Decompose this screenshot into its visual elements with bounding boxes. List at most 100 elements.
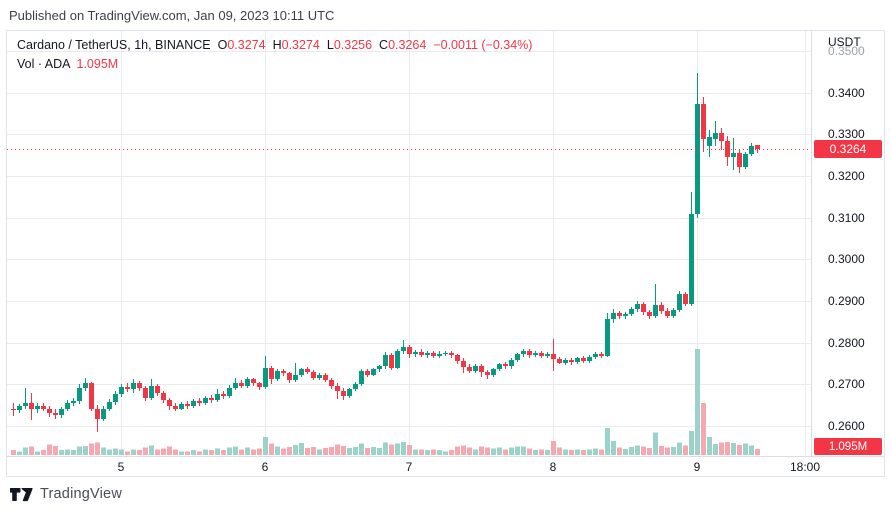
volume-bar [143, 447, 148, 455]
candle-body [293, 375, 298, 380]
chart-legend: Cardano / TetherUS, 1h, BINANCE O0.3274 H0… [17, 36, 532, 74]
candle-body [707, 137, 712, 146]
candle-body [335, 386, 340, 391]
volume-bar [257, 448, 262, 455]
candle-body [305, 369, 310, 372]
volume-bar [389, 444, 394, 455]
candle-body [587, 357, 592, 361]
candle-body [353, 384, 358, 389]
candle-body [245, 379, 250, 386]
candle-body [281, 371, 286, 373]
candle-body [443, 353, 448, 354]
candle-body [341, 391, 346, 396]
volume-bar [557, 447, 562, 455]
candle-body [467, 367, 472, 371]
candle-body [737, 153, 742, 167]
volume-bar [245, 447, 250, 455]
candle-body [17, 406, 22, 410]
candle-body [389, 355, 394, 368]
volume-bar [305, 448, 310, 455]
attribution[interactable]: TradingView [10, 486, 122, 502]
candle-wick [25, 388, 26, 409]
candle-body [23, 403, 28, 406]
candle-body [185, 404, 190, 406]
volume-bar [107, 449, 112, 455]
price-axis[interactable]: USDT 0.3500 0.3400 0.3300 0.3200 0.3100 0.300… [812, 31, 884, 476]
volume-bar [689, 431, 694, 455]
volume-bar [707, 436, 712, 455]
volume-bar [461, 445, 466, 455]
candle-body [413, 352, 418, 354]
chart-pane[interactable] [7, 31, 884, 476]
candle-body [509, 360, 514, 366]
candle-body [89, 383, 94, 409]
candle-body [59, 409, 64, 415]
price-axis-unit: USDT [828, 35, 861, 49]
volume-bar [335, 444, 340, 455]
candle-body [209, 398, 214, 400]
volume-bar [437, 450, 442, 455]
candle-body [311, 372, 316, 378]
volume-bar [413, 449, 418, 455]
volume-bar [251, 449, 256, 455]
volume-bar [347, 448, 352, 455]
volume-value: 1.095M [76, 57, 119, 71]
candle-body [593, 354, 598, 357]
volume-bar [563, 449, 568, 455]
time-axis-label: 6 [261, 460, 269, 474]
candle-body [317, 375, 322, 378]
candle-body [683, 294, 688, 304]
candle-body [161, 393, 166, 400]
candle-body [173, 406, 178, 409]
last-price-badge: 0.3264 [814, 140, 882, 159]
chart-widget: Cardano / TetherUS, 1h, BINANCE O0.3274 H0… [6, 30, 885, 477]
volume-bar [137, 450, 142, 455]
candle-body [179, 404, 184, 409]
volume-bar [695, 349, 700, 455]
volume-bar [479, 446, 484, 455]
candle-body [347, 389, 352, 396]
volume-bar [425, 450, 430, 455]
candle-body [743, 154, 748, 167]
price-axis-label: 0.3300 [828, 127, 865, 142]
candle-body [299, 369, 304, 375]
candle-body [95, 409, 100, 419]
volume-bar [455, 446, 460, 455]
volume-bar [299, 442, 304, 455]
volume-bar [551, 441, 556, 455]
candle-body [503, 364, 508, 366]
candle-body [701, 104, 706, 139]
volume-bar [485, 447, 490, 455]
price-axis-label: 0.2800 [828, 335, 865, 350]
time-axis[interactable]: 5 6 7 8 9 18:00 [7, 456, 886, 476]
volume-bar [167, 446, 172, 455]
candle-body [191, 401, 196, 406]
volume-bar [419, 449, 424, 455]
candle-body [263, 368, 268, 387]
volume-bar [191, 450, 196, 455]
volume-bar [377, 448, 382, 455]
candle-body [65, 403, 70, 409]
volume-bar [317, 449, 322, 455]
time-axis-label: 9 [693, 460, 701, 474]
last-volume-badge: 1.095M [814, 438, 882, 455]
candle-body [41, 406, 46, 409]
volume-bar [737, 444, 742, 455]
volume-bar [683, 445, 688, 455]
volume-bar [581, 450, 586, 455]
ohlc-value: 0.3256 [333, 38, 373, 52]
volume-bar [509, 447, 514, 455]
candle-body [527, 351, 532, 355]
candle-body [323, 375, 328, 380]
candle-body [287, 373, 292, 380]
candle-body [713, 133, 718, 139]
candle-body [461, 361, 466, 367]
volume-bar [431, 449, 436, 455]
candle-body [83, 383, 88, 388]
candle-body [107, 402, 112, 409]
price-axis-label: 0.3000 [828, 252, 865, 267]
candle-body [35, 406, 40, 409]
volume-bar [77, 446, 82, 455]
candle-body [53, 413, 58, 415]
volume-bar [269, 443, 274, 455]
